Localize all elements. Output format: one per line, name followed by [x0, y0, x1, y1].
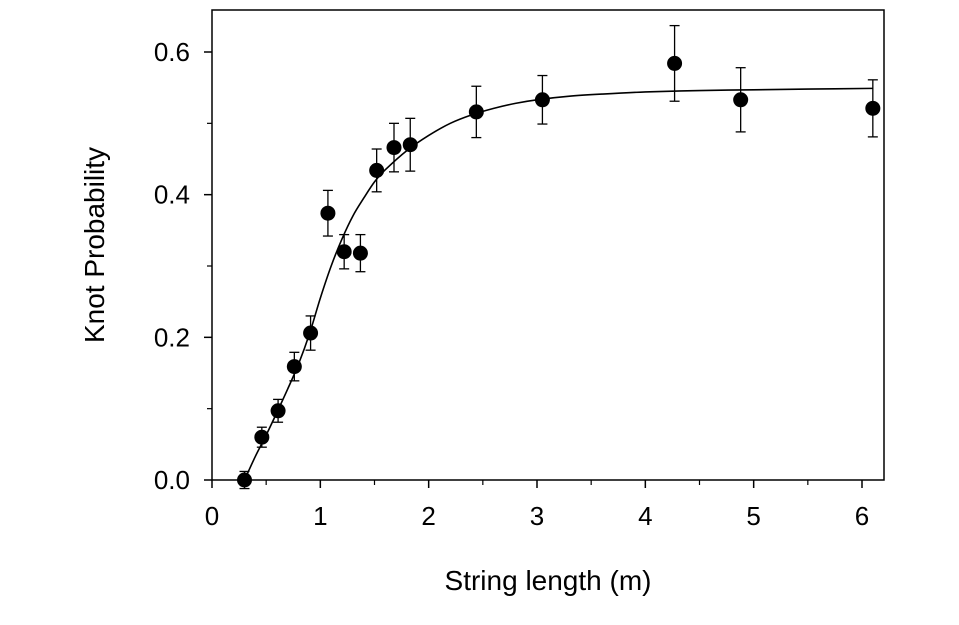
x-axis-ticks: 0 1 2 3 4 5 6: [205, 480, 869, 531]
data-point: [733, 67, 749, 133]
y-tick-label: 0.0: [154, 465, 190, 495]
data-point-marker: [303, 325, 319, 341]
data-point-marker: [865, 100, 881, 116]
fit-curve-layer: [243, 87, 873, 481]
data-point: [237, 470, 252, 490]
fit-curve: [243, 87, 873, 481]
data-point-marker: [336, 244, 352, 260]
data-point: [352, 233, 368, 273]
plot-border: [211, 9, 885, 481]
data-point: [402, 117, 418, 172]
data-point: [468, 85, 484, 139]
x-tick-label: 3: [530, 501, 544, 531]
data-point: [336, 233, 352, 270]
data-point: [254, 426, 270, 448]
y-tick-label: 0.2: [154, 322, 190, 352]
x-tick-label: 4: [638, 501, 652, 531]
data-point-marker: [733, 92, 749, 108]
data-point-marker: [468, 104, 484, 120]
data-point: [865, 79, 881, 138]
y-tick-label: 0.4: [154, 180, 190, 210]
data-point: [320, 189, 336, 237]
data-point: [270, 398, 286, 423]
data-point: [534, 74, 550, 125]
data-point: [286, 351, 302, 382]
plot-frame: [211, 9, 885, 481]
y-tick-label: 0.6: [154, 37, 190, 67]
data-point: [667, 24, 683, 102]
data-point-marker: [386, 140, 402, 156]
x-tick-label: 0: [205, 501, 219, 531]
data-point-marker: [369, 162, 385, 178]
x-tick-label: 2: [421, 501, 435, 531]
data-point-marker: [270, 403, 286, 419]
data-point-marker: [352, 245, 368, 261]
x-tick-label: 5: [746, 501, 760, 531]
y-axis-label: Knot Probability: [79, 147, 110, 343]
data-point: [303, 315, 319, 351]
data-point: [386, 122, 402, 173]
x-axis-label: String length (m): [445, 565, 652, 596]
data-point-marker: [286, 359, 302, 375]
x-tick-label: 1: [313, 501, 327, 531]
y-axis-ticks: 0.0 0.2 0.4 0.6: [154, 37, 212, 495]
data-point-marker: [534, 92, 550, 108]
data-point-marker: [254, 429, 270, 445]
data-point-marker: [320, 205, 336, 221]
data-point-marker: [237, 472, 252, 488]
x-tick-label: 6: [855, 501, 869, 531]
data-points-layer: [237, 24, 881, 490]
data-point: [369, 148, 385, 193]
data-point-marker: [667, 55, 683, 71]
data-point-marker: [402, 137, 418, 153]
